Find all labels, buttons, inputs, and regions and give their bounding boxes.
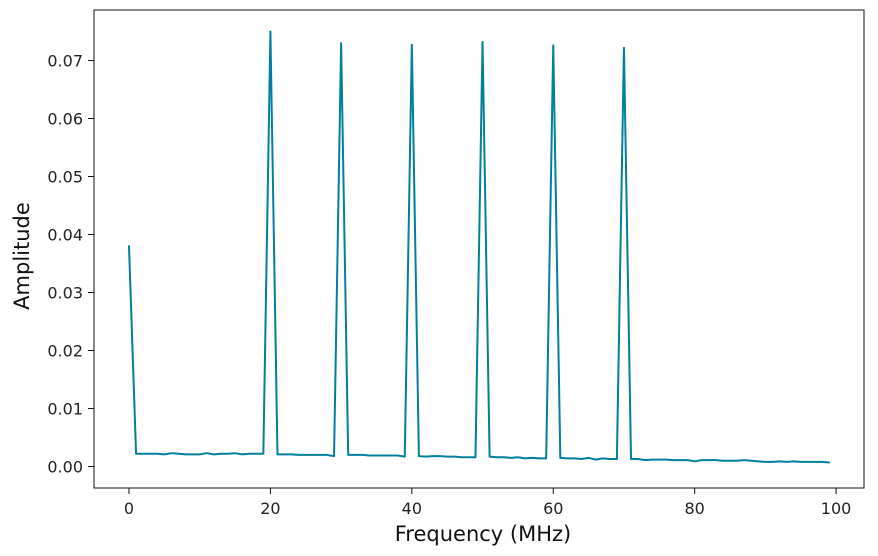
x-tick-label: 80 <box>684 499 704 518</box>
x-axis-label: Frequency (MHz) <box>395 522 571 546</box>
y-tick-label: 0.02 <box>47 342 83 361</box>
x-tick-label: 20 <box>260 499 280 518</box>
amplitude-series-line <box>128 30 830 464</box>
plot-area-frame <box>93 9 865 489</box>
y-tick-label: 0.01 <box>47 400 83 419</box>
y-axis-label: Amplitude <box>10 202 34 310</box>
y-tick-label: 0.05 <box>47 167 83 186</box>
x-tick-label: 60 <box>543 499 563 518</box>
y-tick-label: 0.03 <box>47 284 83 303</box>
y-tick-label: 0.06 <box>47 109 83 128</box>
y-tick-label: 0.00 <box>47 458 83 477</box>
y-tick-label: 0.04 <box>47 225 83 244</box>
x-tick-label: 40 <box>402 499 422 518</box>
y-axis-ticks: 0.00 0.01 0.02 0.03 0.04 0.05 0.06 0.07 <box>47 51 94 477</box>
x-axis-ticks: 0 20 40 60 80 100 <box>124 488 851 518</box>
x-tick-label: 100 <box>821 499 852 518</box>
x-tick-label: 0 <box>124 499 134 518</box>
y-tick-label: 0.07 <box>47 51 83 70</box>
